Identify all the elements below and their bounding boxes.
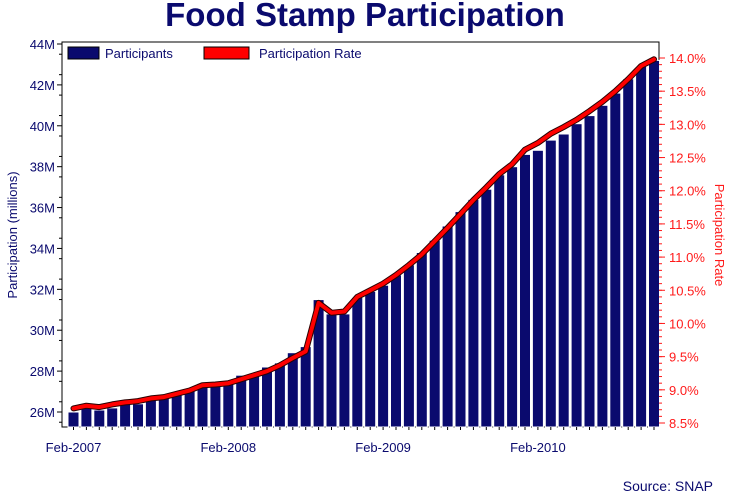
y2-axis-label: Participation Rate bbox=[712, 184, 727, 287]
bar bbox=[557, 133, 570, 428]
bar bbox=[467, 198, 480, 428]
y2-tick-label: 12.5% bbox=[669, 151, 706, 166]
left-axis: 26M 28M 30M 32M 34M 36M 38M 40M 42M 44M bbox=[30, 37, 62, 423]
bar bbox=[286, 352, 299, 428]
legend: Participants Participation Rate bbox=[67, 46, 362, 61]
bar bbox=[248, 372, 261, 428]
bar bbox=[519, 153, 531, 428]
bar bbox=[222, 382, 235, 428]
x-tick-label: Feb-2008 bbox=[200, 440, 256, 455]
bar bbox=[415, 252, 428, 428]
bar bbox=[183, 389, 196, 428]
bar bbox=[454, 211, 467, 428]
y-axis-label: Participation (millions) bbox=[5, 171, 20, 298]
bar bbox=[209, 382, 222, 428]
y2-tick-label: 12.0% bbox=[669, 184, 706, 199]
y-tick-label: 30M bbox=[30, 323, 55, 338]
y-tick-label: 34M bbox=[30, 241, 55, 256]
bar bbox=[106, 407, 119, 428]
y-tick-label: 42M bbox=[30, 78, 55, 93]
legend-label-participants: Participants bbox=[105, 46, 173, 61]
bar bbox=[273, 362, 286, 428]
bar bbox=[428, 239, 441, 428]
y2-tick-label: 10.0% bbox=[669, 316, 706, 331]
bar bbox=[299, 346, 312, 428]
y-tick-label: 28M bbox=[30, 364, 55, 379]
bar bbox=[377, 284, 390, 428]
bar bbox=[583, 115, 596, 428]
y-tick-label: 38M bbox=[30, 160, 55, 175]
bar bbox=[622, 78, 635, 428]
bar bbox=[364, 290, 377, 428]
bar bbox=[402, 264, 415, 428]
x-tick-label: Feb-2009 bbox=[355, 440, 411, 455]
y2-tick-label: 8.5% bbox=[669, 416, 699, 431]
bar bbox=[119, 403, 132, 428]
bar-series-participants bbox=[67, 59, 660, 428]
y2-tick-label: 14.0% bbox=[669, 51, 706, 66]
x-tick-label: Feb-2010 bbox=[510, 440, 566, 455]
bar bbox=[544, 139, 557, 428]
bar bbox=[157, 397, 170, 428]
source-note: Source: SNAP bbox=[623, 478, 713, 494]
y2-tick-label: 13.0% bbox=[669, 117, 706, 132]
line-series-participation-rate bbox=[70, 56, 657, 412]
y2-tick-label: 11.0% bbox=[669, 250, 705, 265]
y2-tick-label: 13.5% bbox=[669, 84, 706, 99]
legend-swatch-participation-rate bbox=[203, 46, 250, 60]
y-tick-label: 32M bbox=[30, 282, 55, 297]
x-tick-label: Feb-2007 bbox=[46, 440, 102, 455]
bar bbox=[480, 188, 493, 428]
bar bbox=[325, 313, 338, 428]
y2-tick-label: 10.5% bbox=[669, 283, 706, 298]
bar bbox=[493, 174, 506, 428]
x-axis: Feb-2007 Feb-2008 Feb-2009 Feb-2010 bbox=[46, 427, 655, 455]
chart-title: Food Stamp Participation bbox=[165, 0, 565, 33]
y2-tick-label: 11.5% bbox=[669, 217, 705, 232]
rate-line bbox=[71, 57, 656, 411]
legend-swatch-participants bbox=[67, 46, 100, 60]
right-axis: 8.5% 9.0% 9.5% 10.0% 10.5% 11.0% 11.5% 12.0% 12.… bbox=[659, 51, 706, 431]
y-tick-label: 44M bbox=[30, 37, 55, 52]
bar bbox=[570, 123, 583, 428]
bar bbox=[170, 393, 183, 428]
y2-tick-label: 9.0% bbox=[669, 383, 699, 398]
bar bbox=[390, 274, 402, 428]
y2-tick-label: 9.5% bbox=[669, 350, 699, 365]
bar bbox=[596, 104, 609, 428]
bar bbox=[609, 92, 622, 428]
legend-label-participation-rate: Participation Rate bbox=[259, 46, 362, 61]
bar bbox=[531, 149, 544, 428]
bar bbox=[635, 66, 648, 428]
bar bbox=[338, 313, 351, 428]
bar bbox=[506, 166, 519, 428]
bar bbox=[80, 407, 93, 428]
bar bbox=[351, 297, 364, 428]
bar bbox=[261, 366, 273, 428]
y-tick-label: 40M bbox=[30, 119, 55, 134]
bar bbox=[67, 411, 80, 428]
bar bbox=[441, 225, 454, 428]
bar bbox=[93, 409, 106, 428]
y-tick-label: 36M bbox=[30, 201, 55, 216]
y-tick-label: 26M bbox=[30, 405, 55, 420]
bar bbox=[648, 59, 660, 428]
bar bbox=[132, 403, 144, 428]
